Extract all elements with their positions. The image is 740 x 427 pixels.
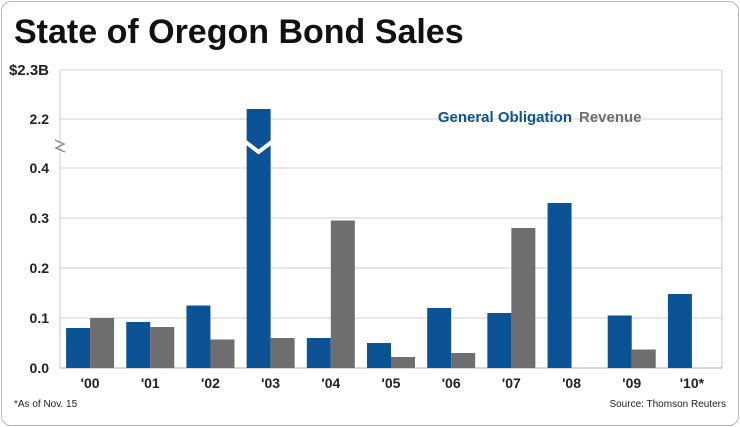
bar-general-obligation xyxy=(66,328,91,368)
bar-revenue xyxy=(451,353,476,368)
x-tick-label: '01 xyxy=(141,375,160,391)
source-note: Source: Thomson Reuters xyxy=(609,399,726,410)
bar-general-obligation xyxy=(607,315,632,368)
bar-general-obligation xyxy=(667,294,692,368)
bar-revenue xyxy=(150,327,175,368)
footnote: *As of Nov. 15 xyxy=(14,399,78,410)
y-tick-label: 0.3 xyxy=(30,210,50,226)
bar-layer xyxy=(66,109,692,368)
x-tick-label: '05 xyxy=(382,375,401,391)
x-tick-label: '06 xyxy=(442,375,461,391)
bar-general-obligation xyxy=(126,322,151,368)
x-tick-labels: '00 '01 '02 '03 '04 '05 '06 '07 '08 '09 '10* xyxy=(81,375,705,391)
y-tick-label: $2.3B xyxy=(9,62,49,79)
bar-general-obligation xyxy=(547,203,572,368)
bar-general-obligation xyxy=(367,343,391,368)
x-tick-label: '03 xyxy=(261,375,280,391)
legend-revenue: Revenue xyxy=(579,109,642,126)
y-tick-label: 0.0 xyxy=(30,360,50,376)
x-tick-label: '00 xyxy=(81,375,100,391)
y-tick-labels: 0.0 0.1 0.2 0.3 0.4 2.2 $2.3B xyxy=(9,62,49,376)
y-tick-label: 2.2 xyxy=(30,111,50,127)
bar-general-obligation xyxy=(186,305,211,368)
bar-revenue xyxy=(330,220,355,368)
chart-title: State of Oregon Bond Sales xyxy=(14,13,464,51)
legend: General Obligation Revenue xyxy=(438,109,642,126)
bar-general-obligation xyxy=(246,109,271,368)
y-tick-label: 0.2 xyxy=(30,260,50,276)
bar-revenue xyxy=(90,318,115,368)
bar-revenue xyxy=(391,357,415,368)
axis-break-marker xyxy=(54,139,66,153)
bar-general-obligation xyxy=(306,338,331,368)
y-tick-label: 0.1 xyxy=(30,310,50,326)
x-tick-label: '09 xyxy=(622,375,641,391)
x-tick-label: '07 xyxy=(502,375,521,391)
bar-revenue xyxy=(270,338,295,368)
y-tick-label: 0.4 xyxy=(30,160,50,176)
bar-revenue xyxy=(210,339,235,368)
bar-general-obligation xyxy=(487,313,512,368)
bar-general-obligation xyxy=(427,308,452,368)
x-tick-label: '04 xyxy=(321,375,340,391)
x-tick-label: '10* xyxy=(680,375,705,391)
bar-break-marker xyxy=(244,140,273,155)
x-tick-label: '08 xyxy=(562,375,581,391)
legend-general-obligation: General Obligation xyxy=(438,109,572,126)
bar-revenue xyxy=(511,228,536,368)
x-tick-label: '02 xyxy=(201,375,220,391)
bar-revenue xyxy=(631,349,656,368)
